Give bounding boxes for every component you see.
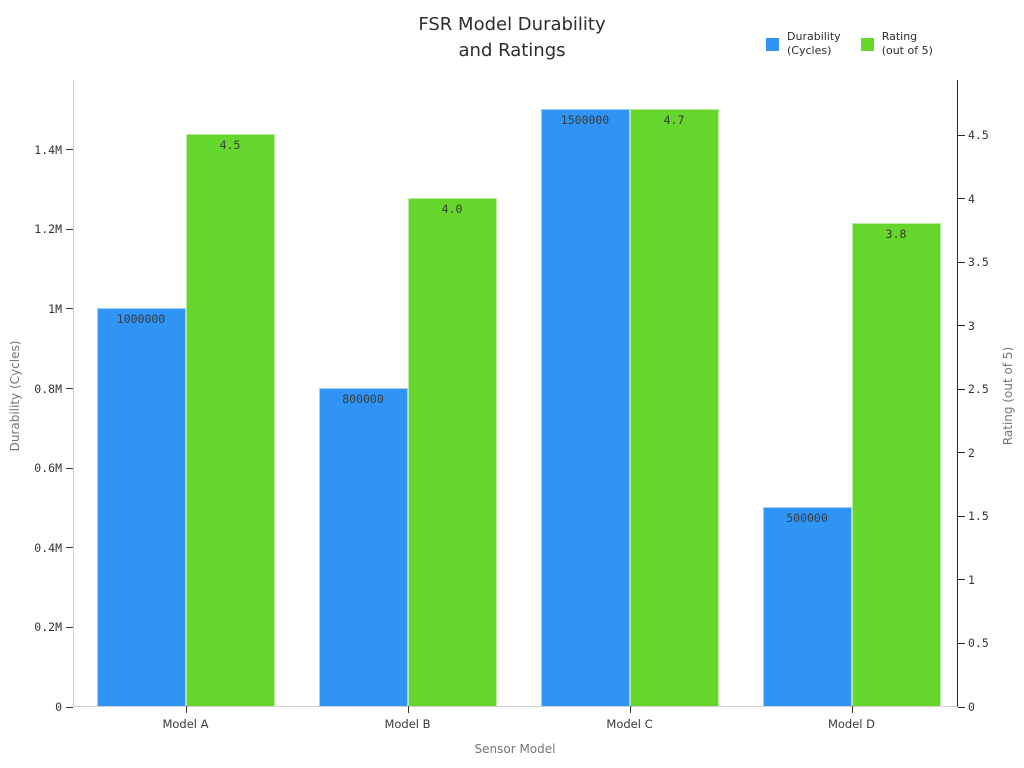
left-axis-tick-label: 1M [48,301,62,316]
left-axis-tick [66,228,73,230]
rating-bar: 4.5 [185,134,275,706]
legend-label: Rating (out of 5) [881,30,933,57]
legend-swatch-icon [860,37,874,51]
right-axis-tick-label: 1.5 [968,509,989,524]
right-axis-tick-label: 2.5 [968,382,989,397]
right-axis-tick-label: 4.5 [968,128,989,143]
left-axis-tick-label: 0.6M [34,461,62,476]
right-axis-tick [958,515,965,517]
right-axis-tick [958,388,965,390]
left-axis-tick-label: 0.4M [34,540,62,555]
legend-item-durability: Durability (Cycles) [766,30,841,58]
right-axis-tick-label: 4 [968,191,975,206]
left-axis-tick-label: 1.2M [34,222,62,237]
bar-value-label: 4.0 [441,201,463,216]
bar-value-label: 3.8 [885,227,907,242]
legend-label: Durability (Cycles) [787,30,841,57]
right-axis-tick-label: 1 [968,572,975,587]
rating-bar: 3.8 [851,223,941,706]
right-axis-tick [958,261,965,263]
left-axis-tick-label: 0 [55,700,62,714]
x-axis-tick [851,706,853,713]
left-axis-tick [66,149,73,151]
x-axis-tick [185,706,187,713]
bar-value-label: 1000000 [116,311,166,326]
durability-bar: 800000 [318,387,408,706]
bar-value-label: 1500000 [560,112,610,127]
x-axis-tick [629,706,631,713]
left-axis-tick [66,706,73,708]
legend-swatch-icon [766,37,779,51]
left-axis-tick [66,388,73,390]
left-axis-title: Durability (Cycles) [8,340,22,452]
x-axis-tick [407,706,409,713]
rating-bar: 4.7 [629,108,719,706]
legend-item-rating: Rating (out of 5) [860,30,933,58]
left-axis-tick [66,626,73,628]
right-axis-tick-label: 3 [968,318,975,333]
left-axis-tick-label: 0.8M [34,381,62,396]
right-axis-tick [958,642,965,644]
rating-bar: 4.0 [407,197,497,706]
x-axis-title: Sensor Model [474,742,556,756]
durability-bar: 1000000 [96,307,186,706]
legend: Durability (Cycles) Rating (out of 5) [766,30,933,58]
x-axis-category-label: Model C [606,717,653,731]
durability-bar: 500000 [762,506,852,706]
left-axis-tick-label: 0.2M [34,620,62,635]
bar-value-label: 4.7 [663,112,685,127]
left-axis-tick [66,467,73,469]
right-axis-title: Rating (out of 5) [1001,346,1015,446]
right-axis-tick [958,452,965,454]
bar-value-label: 500000 [786,510,828,525]
x-axis-category-label: Model D [827,717,876,731]
right-axis-tick [958,706,965,708]
bar-value-label: 4.5 [219,138,241,153]
x-axis-category-label: Model A [162,717,209,731]
durability-bar: 1500000 [540,108,630,706]
left-axis-tick [66,308,73,310]
chart-title-line1: FSR Model Durability [418,14,606,35]
bar-value-label: 800000 [342,391,384,406]
plot-area: 0 0.2M 0.4M 0.6M 0.8M 1M 1.2M 1.4M 0 0.5 1 1.5 2 2.5 3… [34,80,989,731]
right-axis-tick [958,198,965,200]
chart-title-line2: and Ratings [458,40,566,61]
right-axis-tick-label: 0.5 [968,636,989,651]
left-axis-tick [66,547,73,549]
right-axis-tick [958,134,965,136]
right-axis-tick [958,579,965,581]
right-axis-tick-label: 0 [968,700,975,714]
right-axis-tick-label: 3.5 [968,255,989,270]
right-axis-tick-label: 2 [968,445,975,460]
left-axis-tick-label: 1.4M [34,142,62,157]
x-axis-category-label: Model B [384,717,431,731]
chart-title: FSR Model Durability and Ratings [0,12,1024,64]
right-axis-tick [958,325,965,327]
